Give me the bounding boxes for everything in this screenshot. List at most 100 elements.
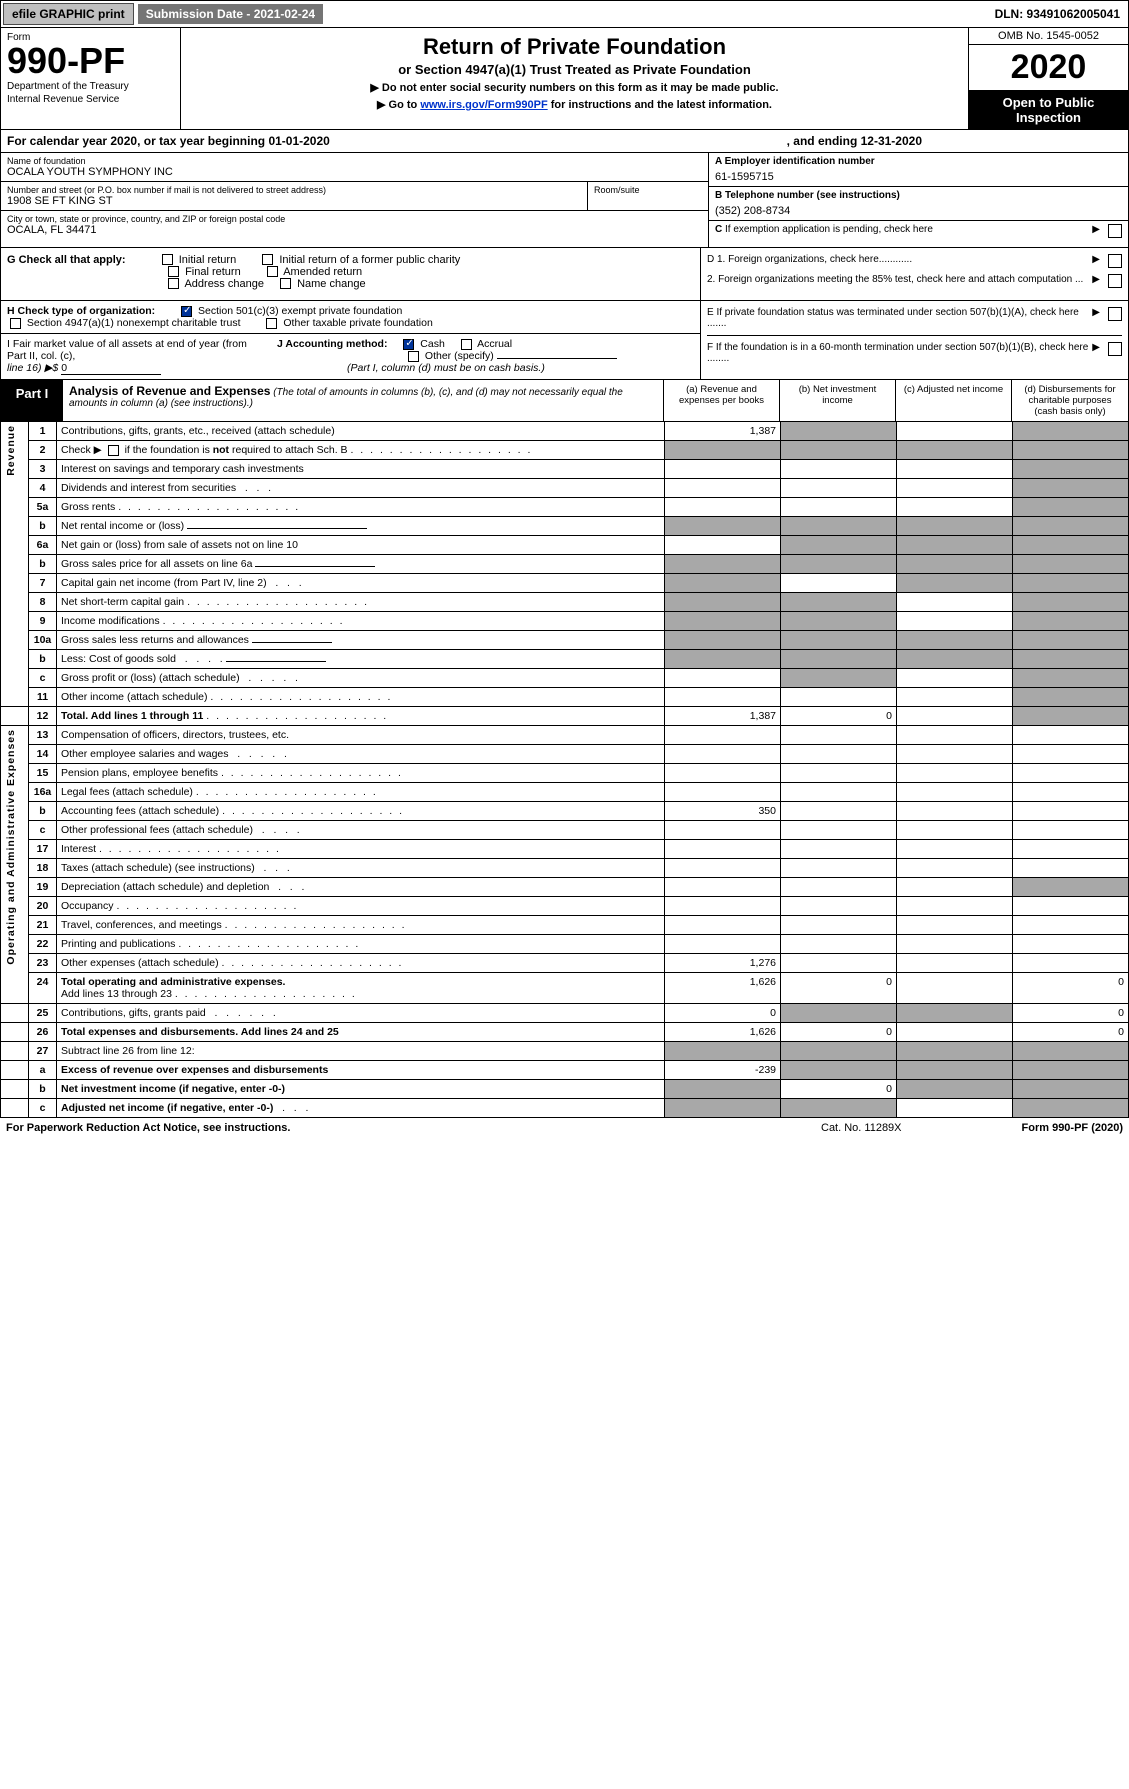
table-row: 24Total operating and administrative exp…	[1, 972, 1129, 1003]
calendar-year-row: For calendar year 2020, or tax year begi…	[0, 130, 1129, 153]
table-row: bNet rental income or (loss)	[1, 516, 1129, 535]
street-label: Number and street (or P.O. box number if…	[7, 185, 581, 195]
table-row: 17Interest	[1, 839, 1129, 858]
dept-irs: Internal Revenue Service	[7, 94, 174, 105]
section-hij: H Check type of organization: Section 50…	[0, 301, 1129, 380]
fmv-value: 0	[61, 362, 161, 375]
table-row: 25Contributions, gifts, grants paid . . …	[1, 1003, 1129, 1022]
table-row: 19Depreciation (attach schedule) and dep…	[1, 877, 1129, 896]
r24-col-b: 0	[781, 972, 897, 1003]
arrow-icon: ▶	[1088, 224, 1104, 235]
r26-col-b: 0	[781, 1022, 897, 1041]
street-value: 1908 SE FT KING ST	[7, 195, 581, 207]
suite-label: Room/suite	[594, 185, 702, 195]
section-g-d: G Check all that apply: Initial return I…	[0, 248, 1129, 301]
table-row: 10aGross sales less returns and allowanc…	[1, 630, 1129, 649]
city-label: City or town, state or province, country…	[7, 214, 702, 224]
form-title: Return of Private Foundation	[187, 34, 962, 60]
table-row: bNet investment income (if negative, ent…	[1, 1079, 1129, 1098]
chk-address-change[interactable]	[168, 278, 179, 289]
f-label: F If the foundation is in a 60-month ter…	[707, 342, 1088, 364]
chk-accrual[interactable]	[461, 339, 472, 350]
table-row: aExcess of revenue over expenses and dis…	[1, 1060, 1129, 1079]
col-b-header: (b) Net investment income	[780, 380, 896, 421]
topbar: efile GRAPHIC print Submission Date - 20…	[0, 0, 1129, 28]
d1-label: D 1. Foreign organizations, check here..…	[707, 254, 1088, 265]
chk-initial-former[interactable]	[262, 254, 273, 265]
col-c-header: (c) Adjusted net income	[896, 380, 1012, 421]
table-row: bGross sales price for all assets on lin…	[1, 554, 1129, 573]
r26-col-d: 0	[1013, 1022, 1129, 1041]
table-row: cAdjusted net income (if negative, enter…	[1, 1098, 1129, 1117]
dept-treasury: Department of the Treasury	[7, 81, 174, 92]
table-row: 14Other employee salaries and wages . . …	[1, 744, 1129, 763]
d2-checkbox[interactable]	[1108, 274, 1122, 288]
section-c-checkbox[interactable]	[1108, 224, 1122, 238]
chk-cash[interactable]	[403, 339, 414, 350]
part1-header: Part I Analysis of Revenue and Expenses …	[0, 380, 1129, 422]
expenses-side-label: Operating and Administrative Expenses	[5, 729, 17, 965]
instruction-2: ▶ Go to www.irs.gov/Form990PF for instru…	[187, 98, 962, 111]
chk-name-change[interactable]	[280, 278, 291, 289]
tax-year: 2020	[969, 45, 1128, 91]
r12-col-a: 1,387	[665, 706, 781, 725]
chk-initial-return[interactable]	[162, 254, 173, 265]
form-subtitle: or Section 4947(a)(1) Trust Treated as P…	[187, 62, 962, 77]
ein-value: 61-1595715	[715, 167, 1122, 183]
table-row: 9Income modifications	[1, 611, 1129, 630]
form-footer-label: Form 990-PF (2020)	[1022, 1122, 1123, 1134]
phone-value: (352) 208-8734	[715, 201, 1122, 217]
d1-checkbox[interactable]	[1108, 254, 1122, 268]
form-number: 990-PF	[7, 43, 174, 79]
section-h-label: H Check type of organization:	[7, 305, 155, 317]
r24-col-a: 1,626	[665, 972, 781, 1003]
table-row: 22Printing and publications	[1, 934, 1129, 953]
chk-501c3[interactable]	[181, 306, 192, 317]
revenue-side-label: Revenue	[5, 425, 17, 476]
table-row: 8Net short-term capital gain	[1, 592, 1129, 611]
submission-date-badge: Submission Date - 2021-02-24	[138, 4, 323, 24]
irs-link[interactable]: www.irs.gov/Form990PF	[420, 99, 547, 111]
form-title-block: Return of Private Foundation or Section …	[181, 28, 968, 129]
r1-col-a: 1,387	[665, 422, 781, 441]
chk-final-return[interactable]	[168, 266, 179, 277]
chk-sch-b[interactable]	[108, 445, 119, 456]
r25-col-d: 0	[1013, 1003, 1129, 1022]
r26-col-a: 1,626	[665, 1022, 781, 1041]
table-row: 18Taxes (attach schedule) (see instructi…	[1, 858, 1129, 877]
e-checkbox[interactable]	[1108, 307, 1122, 321]
table-row: 15Pension plans, employee benefits	[1, 763, 1129, 782]
section-j-label: J Accounting method:	[277, 338, 387, 350]
ein-label: A Employer identification number	[715, 156, 1122, 167]
table-row: 3Interest on savings and temporary cash …	[1, 459, 1129, 478]
table-row: 12Total. Add lines 1 through 11 1,3870	[1, 706, 1129, 725]
table-row: 11Other income (attach schedule)	[1, 687, 1129, 706]
section-c-label: C If exemption application is pending, c…	[715, 224, 1088, 235]
catalog-number: Cat. No. 11289X	[821, 1122, 902, 1134]
chk-4947a1[interactable]	[10, 318, 21, 329]
r24-col-d: 0	[1013, 972, 1129, 1003]
r12-col-b: 0	[781, 706, 897, 725]
chk-amended-return[interactable]	[267, 266, 278, 277]
calyear-end: , and ending 12-31-2020	[787, 134, 922, 148]
table-row: 7Capital gain net income (from Part IV, …	[1, 573, 1129, 592]
col-a-header: (a) Revenue and expenses per books	[664, 380, 780, 421]
org-info-grid: Name of foundation OCALA YOUTH SYMPHONY …	[0, 153, 1129, 248]
form-number-block: Form 990-PF Department of the Treasury I…	[1, 28, 181, 129]
chk-other-taxable[interactable]	[266, 318, 277, 329]
f-checkbox[interactable]	[1108, 342, 1122, 356]
phone-label: B Telephone number (see instructions)	[715, 190, 1122, 201]
table-row: 16aLegal fees (attach schedule)	[1, 782, 1129, 801]
name-label: Name of foundation	[7, 156, 702, 166]
part1-desc: Analysis of Revenue and Expenses (The to…	[63, 380, 664, 421]
calyear-begin: For calendar year 2020, or tax year begi…	[7, 134, 330, 148]
section-j-note: (Part I, column (d) must be on cash basi…	[347, 362, 545, 374]
section-i-label: I Fair market value of all assets at end…	[7, 338, 247, 362]
part1-label: Part I	[1, 380, 63, 421]
chk-other-method[interactable]	[408, 351, 419, 362]
form-header: Form 990-PF Department of the Treasury I…	[0, 28, 1129, 130]
table-row: cGross profit or (loss) (attach schedule…	[1, 668, 1129, 687]
e-label: E If private foundation status was termi…	[707, 307, 1088, 329]
table-row: 23Other expenses (attach schedule) 1,276	[1, 953, 1129, 972]
efile-print-button[interactable]: efile GRAPHIC print	[3, 3, 134, 25]
